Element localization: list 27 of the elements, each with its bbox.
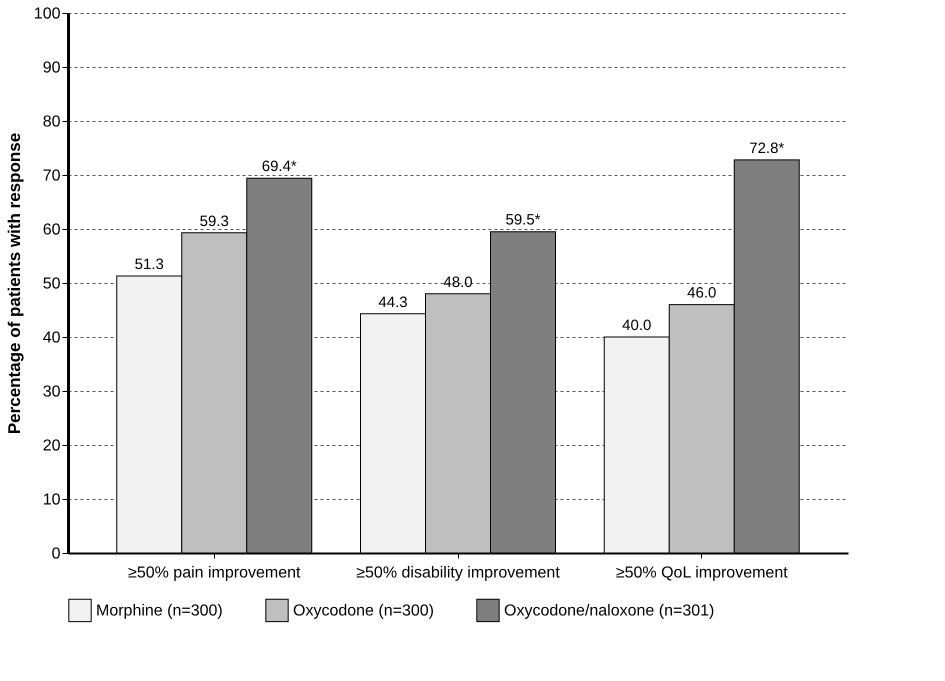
y-tick-label: 0	[52, 546, 61, 562]
data-label: 69.4*	[262, 158, 297, 176]
y-tick-label: 20	[42, 438, 61, 454]
data-label: 51.3	[134, 256, 164, 273]
data-label: 59.5*	[505, 212, 541, 229]
data-label: 59.3	[200, 212, 229, 230]
data-label: 46.0	[687, 284, 716, 302]
legend-label: Oxycodone (n=300)	[293, 602, 434, 620]
data-label: 72.8*	[749, 140, 784, 157]
y-tick-label: 100	[34, 6, 61, 22]
x-tick-label: ≥50% QoL improvement	[616, 564, 788, 582]
y-tick-label: 70	[42, 168, 61, 184]
y-tick-label: 30	[42, 384, 61, 400]
y-tick-label: 10	[42, 492, 61, 508]
y-axis-title: Percentage of patients with response	[4, 132, 24, 434]
y-tick-label: 80	[42, 114, 61, 130]
x-tick-label: ≥50% pain improvement	[128, 564, 302, 582]
data-label: 44.3	[378, 294, 408, 311]
y-tick-label: 90	[42, 60, 61, 76]
y-tick-label: 50	[42, 276, 61, 292]
y-tick-label: 40	[42, 330, 61, 346]
data-label: 48.0	[443, 274, 473, 291]
data-label: 40.0	[622, 317, 652, 334]
legend-label: Morphine (n=300)	[96, 602, 223, 620]
y-tick-label: 60	[42, 222, 61, 238]
legend-label: Oxycodone/naloxone (n=301)	[504, 602, 714, 620]
x-tick-label: ≥50% disability improvement	[356, 564, 560, 582]
